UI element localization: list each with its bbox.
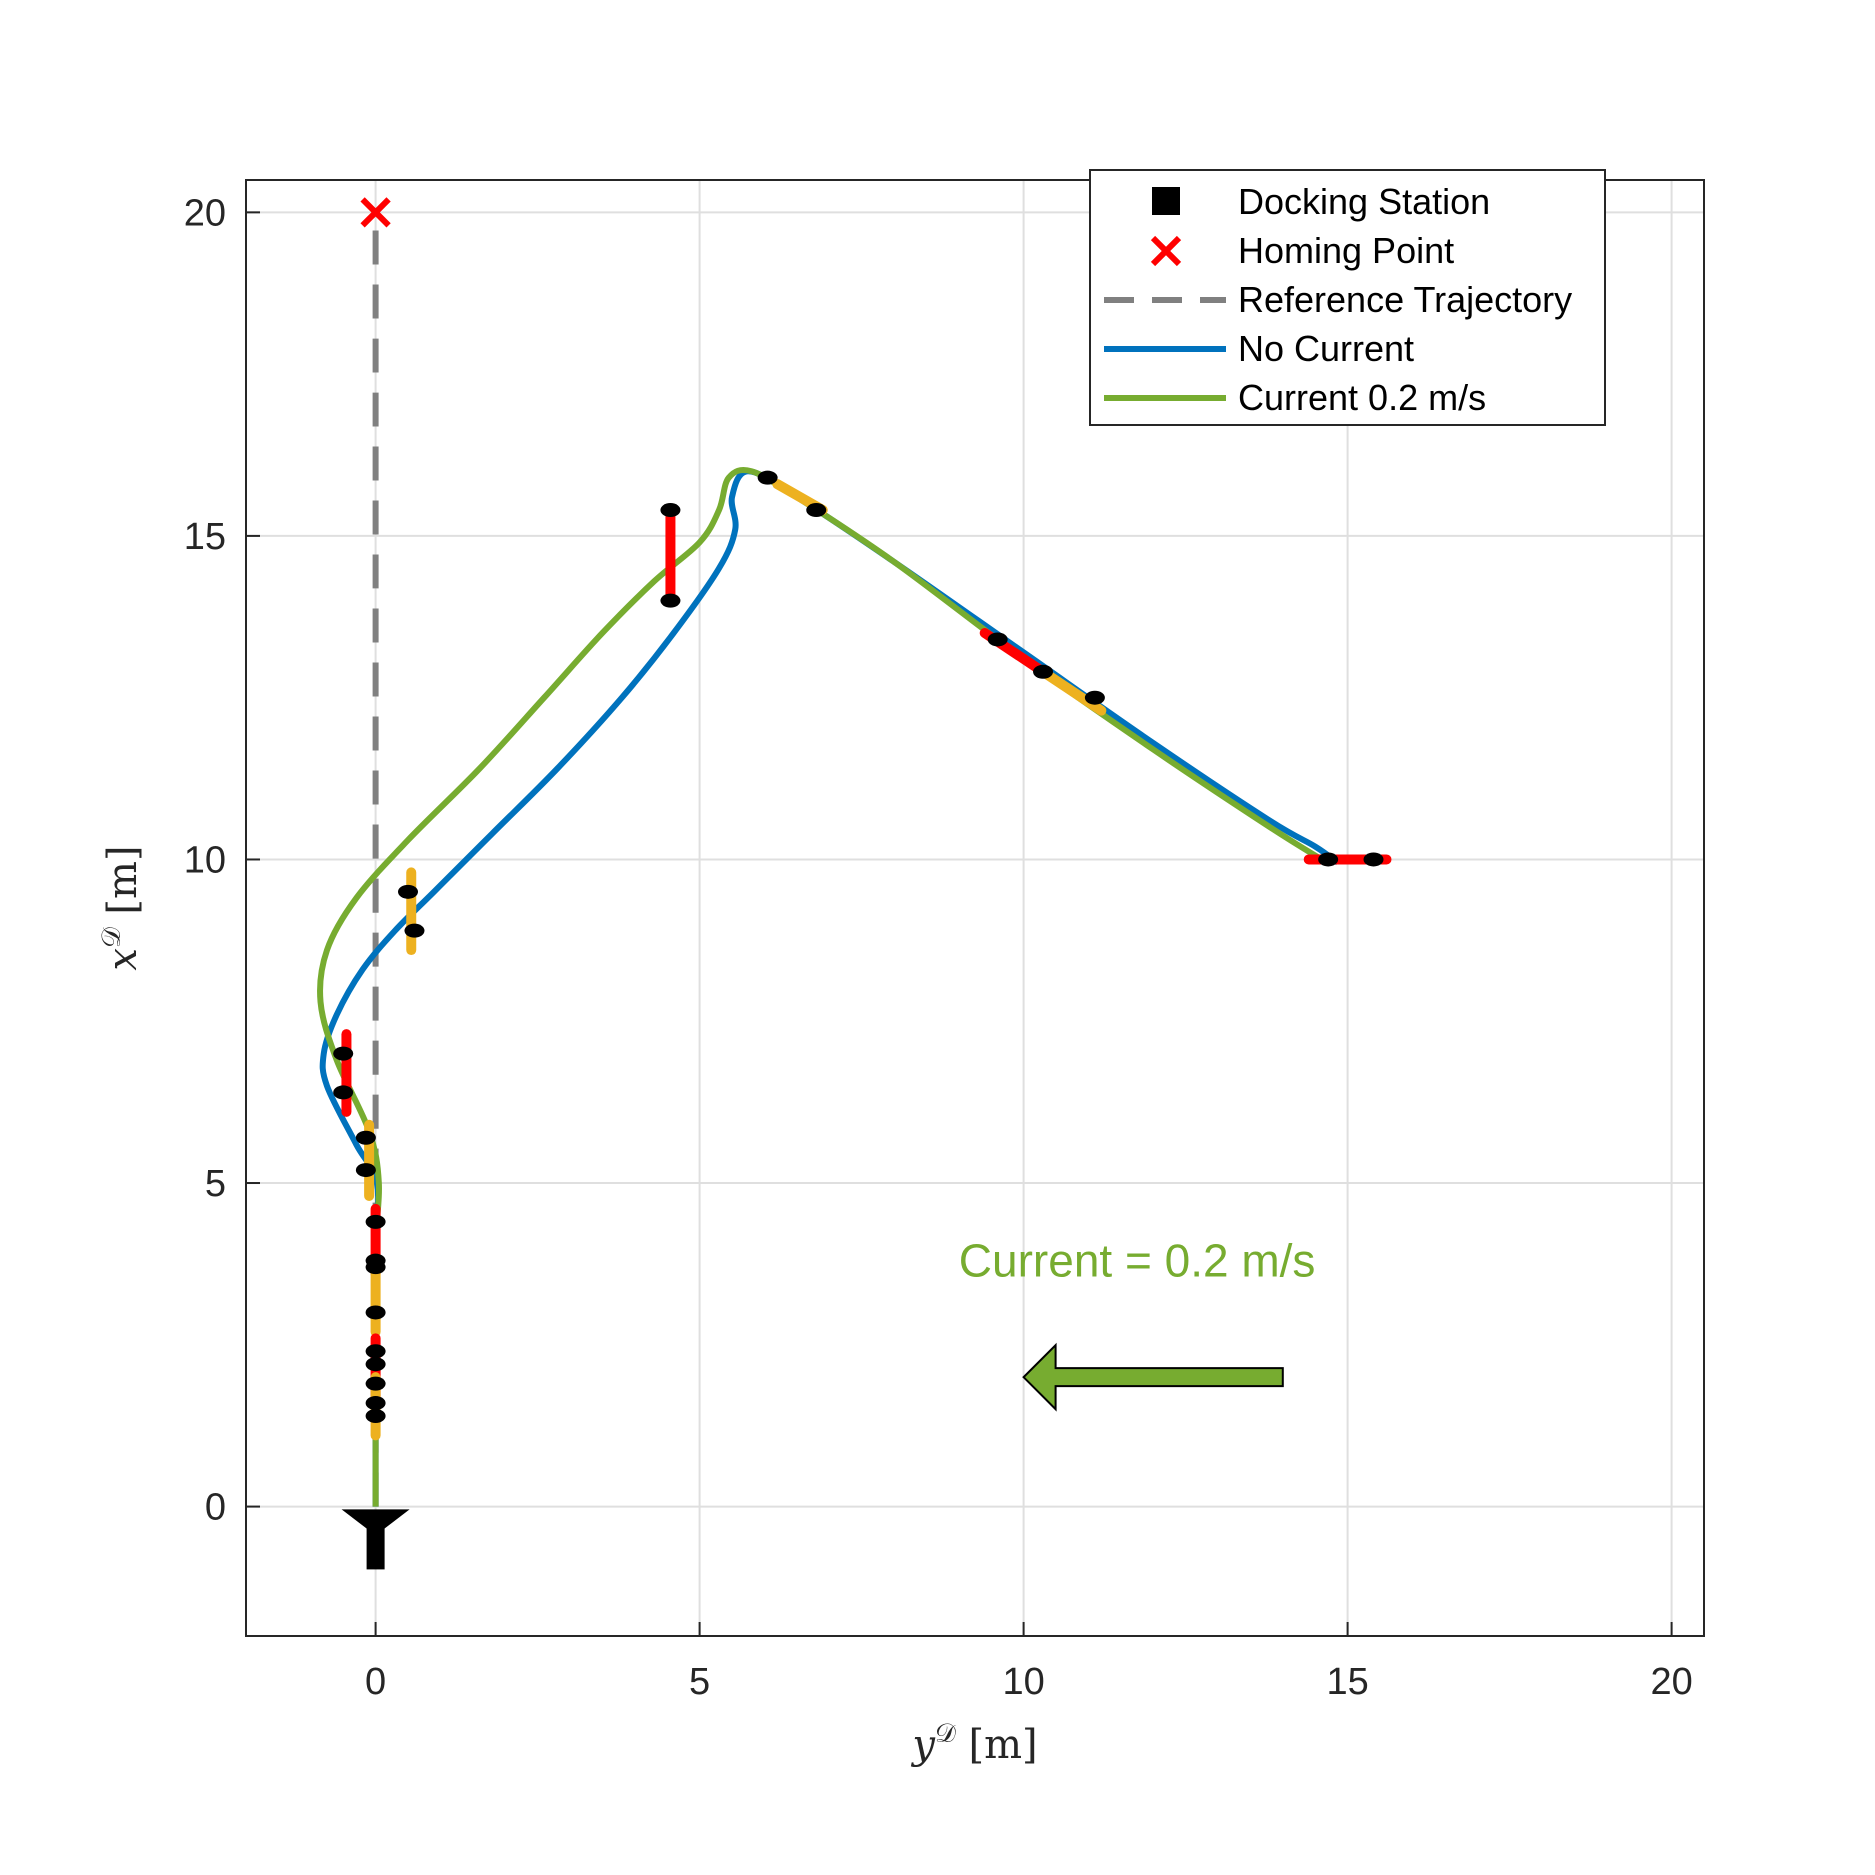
x-axis-label-var: y [910,1722,936,1768]
waypoint-marker [365,1305,386,1320]
waypoint-marker [660,593,681,608]
y-axis-label-unit: [m] [100,845,146,927]
series-line-2 [317,466,1324,1507]
x-tick-label: 20 [1650,1661,1692,1703]
legend-item: Homing Point [1150,230,1454,271]
y-tick-label: 15 [184,516,226,558]
waypoint-marker [365,1396,386,1411]
waypoint-marker [333,1085,354,1100]
annotation-current-label: Current = 0.2 m/s [959,1235,1316,1287]
waypoint-marker [1318,852,1339,867]
x-tick-label: 15 [1326,1661,1368,1703]
legend-label: Reference Trajectory [1238,279,1572,320]
legend-label: Docking Station [1238,181,1490,222]
docking-station-icon [366,1521,385,1570]
legend-label: No Current [1238,328,1414,369]
legend-item: Current 0.2 m/s [1104,377,1486,418]
waypoint-marker [987,632,1008,647]
homing-point-icon [360,197,391,228]
waypoint-marker [355,1163,376,1178]
y-tick-label: 20 [184,192,226,234]
waypoint-marker [1363,852,1384,867]
markers [333,470,1384,1423]
x-tick-label: 0 [365,1661,386,1703]
tick-labels: 0 5 10 15 20 0 5 10 15 20 [184,192,1693,1703]
waypoint-marker [1033,664,1054,679]
y-tick-label: 0 [205,1487,226,1529]
axes-frame [245,179,1705,1637]
legend-item: Reference Trajectory [1104,279,1572,320]
legend-items: Docking Station Homing Point Reference Tra… [1104,181,1572,418]
waypoint-marker [365,1344,386,1359]
x-tick-label: 10 [1002,1661,1044,1703]
y-tick-label: 5 [205,1163,226,1205]
y-axis-label: x𝒟 [m] [97,845,146,970]
x-tick-label: 5 [689,1661,710,1703]
legend-label: Homing Point [1238,230,1454,271]
waypoint-marker [398,884,418,899]
waypoint-marker [365,1214,386,1229]
waypoint-marker [365,1260,386,1275]
series-line-1 [319,468,1340,1507]
x-axis-label-sup: 𝒟 [935,1719,956,1749]
waypoint-marker [365,1408,386,1423]
y-axis-label-sup: 𝒟 [97,927,127,948]
legend-item: Docking Station [1152,181,1490,222]
waypoint-marker [355,1130,376,1145]
special-points [341,197,410,1570]
x-axis-label-unit: [m] [956,1722,1038,1768]
segments [341,479,1392,1441]
waypoint-marker [365,1376,386,1391]
waypoint-marker [1084,690,1105,705]
x-axis-label: y𝒟 [m] [910,1719,1037,1768]
current-arrow-icon [1022,1342,1284,1412]
waypoint-marker [404,923,425,938]
y-axis-label-var: x [100,948,146,971]
current-annotation: Current = 0.2 m/s [959,1235,1316,1412]
grid [246,180,1704,1636]
waypoint-marker [806,503,827,518]
waypoint-marker [660,503,681,518]
waypoint-marker [333,1046,354,1061]
legend-x-icon [1150,235,1182,267]
y-tick-label: 10 [184,839,226,881]
legend-item: No Current [1104,328,1414,369]
legend-square-icon [1152,187,1180,215]
waypoint-marker [365,1357,386,1372]
legend: Docking Station Homing Point Reference Tra… [1089,169,1606,426]
legend-label: Current 0.2 m/s [1238,377,1486,418]
waypoint-marker [757,470,778,485]
